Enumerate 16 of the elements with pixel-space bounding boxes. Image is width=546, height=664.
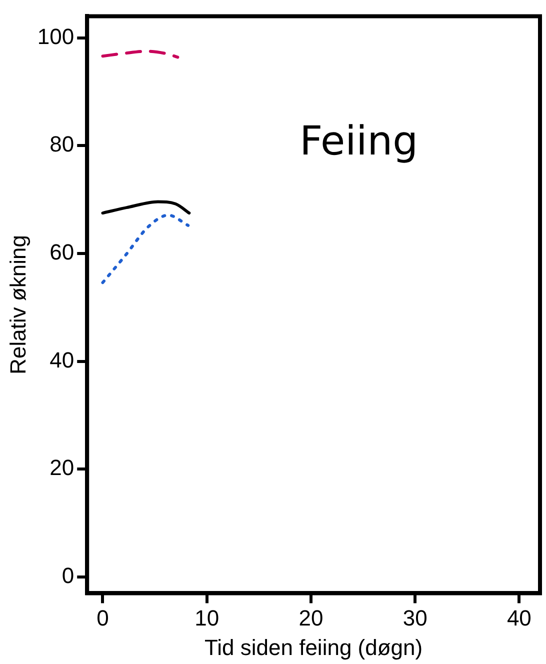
y-tick-label: 20 [50, 455, 74, 480]
line-series [101, 200, 191, 215]
y-tick-label: 100 [37, 24, 74, 49]
annotation: Feiing [300, 118, 418, 165]
y-tick-label: 0 [62, 563, 74, 588]
x-tick-label: 0 [96, 605, 109, 630]
y-axis-title: Relativ økning [5, 235, 30, 374]
y-tick-label: 40 [50, 347, 74, 372]
x-tick-label: 40 [506, 605, 532, 630]
x-tick-label: 30 [402, 605, 428, 630]
x-axis-title: Tid siden feiing (døgn) [204, 634, 423, 660]
y-tick-label: 60 [50, 240, 74, 265]
x-tick-label: 20 [298, 605, 324, 630]
y-tick-label: 80 [50, 132, 74, 157]
x-tick-label: 10 [194, 605, 220, 630]
line-series [101, 214, 190, 284]
